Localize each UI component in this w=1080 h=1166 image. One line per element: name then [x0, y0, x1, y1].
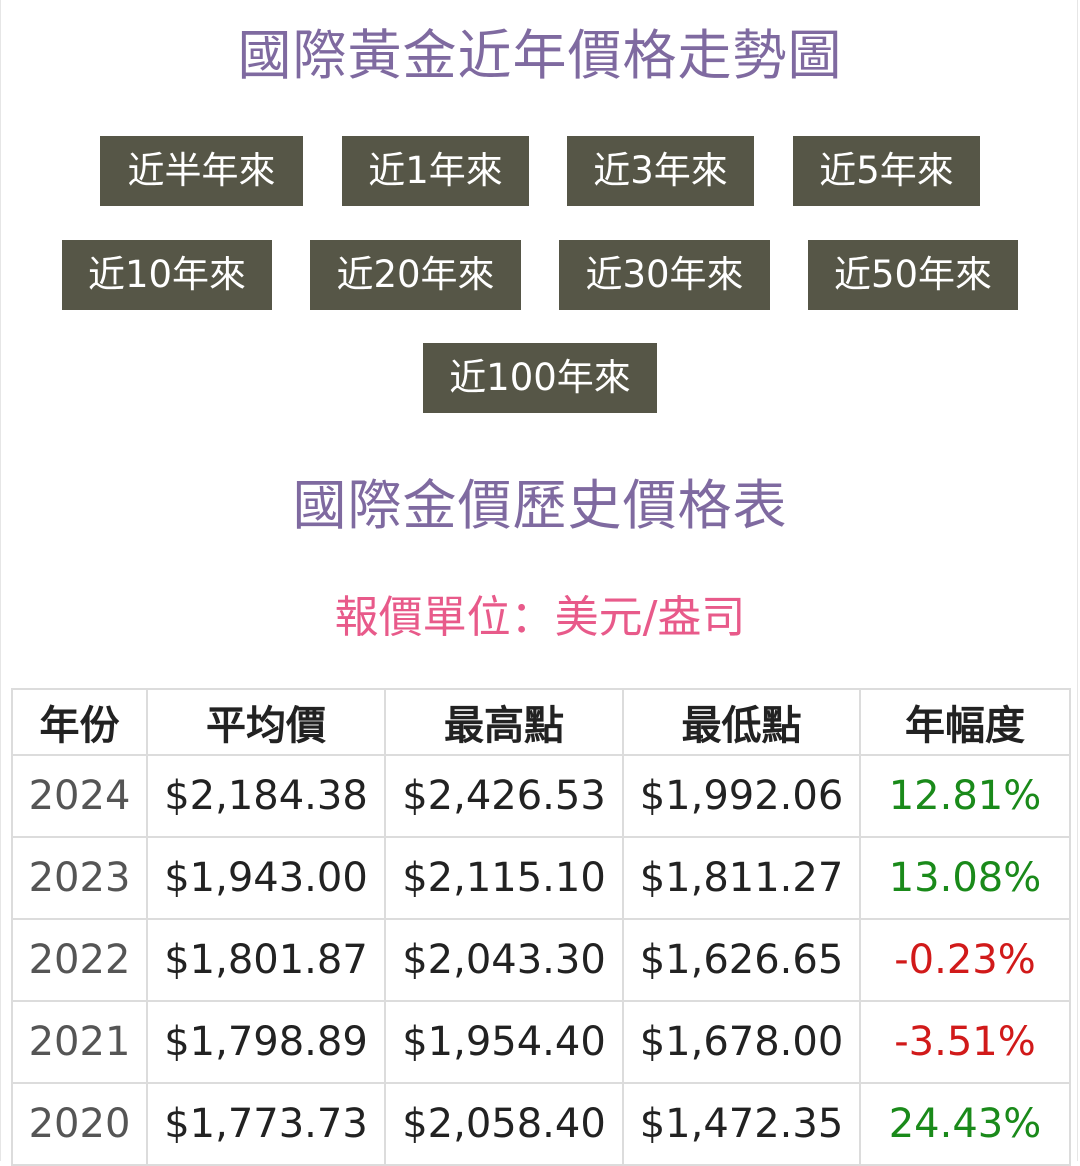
period-button-3-years[interactable]: 近3年來: [567, 136, 754, 206]
cell-low: $1,678.00: [622, 1000, 861, 1084]
header-annual-change: 年幅度: [859, 688, 1071, 756]
table-row: 2021 $1,798.89 $1,954.40 $1,678.00 -3.51…: [11, 1000, 1071, 1084]
cell-average-price: $1,943.00: [146, 836, 386, 920]
cell-high: $2,043.30: [384, 918, 624, 1002]
cell-average-price: $1,798.89: [146, 1000, 386, 1084]
cell-year: 2024: [11, 754, 148, 838]
table-row: 2020 $1,773.73 $2,058.40 $1,472.35 24.43…: [11, 1082, 1071, 1166]
table-section-title: 國際金價歷史價格表: [292, 474, 788, 537]
cell-low: $1,472.35: [622, 1082, 861, 1166]
cell-high: $2,426.53: [384, 754, 624, 838]
cell-year: 2021: [11, 1000, 148, 1084]
table-row: 2022 $1,801.87 $2,043.30 $1,626.65 -0.23…: [11, 918, 1071, 1002]
cell-average-price: $2,184.38: [146, 754, 386, 838]
cell-high: $1,954.40: [384, 1000, 624, 1084]
period-button-1-year[interactable]: 近1年來: [342, 136, 529, 206]
header-year: 年份: [11, 688, 148, 756]
cell-year: 2023: [11, 836, 148, 920]
cell-annual-change: -3.51%: [859, 1000, 1071, 1084]
cell-annual-change: 12.81%: [859, 754, 1071, 838]
cell-average-price: $1,801.87: [146, 918, 386, 1002]
cell-average-price: $1,773.73: [146, 1082, 386, 1166]
cell-high: $2,058.40: [384, 1082, 624, 1166]
cell-annual-change: 24.43%: [859, 1082, 1071, 1166]
chart-section-title: 國際黃金近年價格走勢圖: [237, 24, 843, 87]
period-button-20-years[interactable]: 近20年來: [310, 240, 521, 310]
cell-low: $1,811.27: [622, 836, 861, 920]
header-average-price: 平均價: [146, 688, 386, 756]
cell-year: 2020: [11, 1082, 148, 1166]
cell-year: 2022: [11, 918, 148, 1002]
cell-high: $2,115.10: [384, 836, 624, 920]
cell-annual-change: 13.08%: [859, 836, 1071, 920]
gold-price-table: 年份 平均價 最高點 最低點 年幅度 2024 $2,184.38 $2,426…: [11, 688, 1071, 1166]
period-button-5-years[interactable]: 近5年來: [793, 136, 980, 206]
period-button-100-years[interactable]: 近100年來: [423, 343, 657, 413]
cell-low: $1,626.65: [622, 918, 861, 1002]
cell-low: $1,992.06: [622, 754, 861, 838]
header-low: 最低點: [622, 688, 861, 756]
table-row: 2024 $2,184.38 $2,426.53 $1,992.06 12.81…: [11, 754, 1071, 838]
period-button-30-years[interactable]: 近30年來: [559, 240, 770, 310]
cell-annual-change: -0.23%: [859, 918, 1071, 1002]
period-button-10-years[interactable]: 近10年來: [62, 240, 272, 310]
period-button-half-year[interactable]: 近半年來: [100, 136, 303, 206]
table-header-row: 年份 平均價 最高點 最低點 年幅度: [11, 688, 1071, 756]
period-button-50-years[interactable]: 近50年來: [808, 240, 1018, 310]
table-row: 2023 $1,943.00 $2,115.10 $1,811.27 13.08…: [11, 836, 1071, 920]
header-high: 最高點: [384, 688, 624, 756]
price-unit-label: 報價單位：美元/盎司: [334, 592, 746, 643]
